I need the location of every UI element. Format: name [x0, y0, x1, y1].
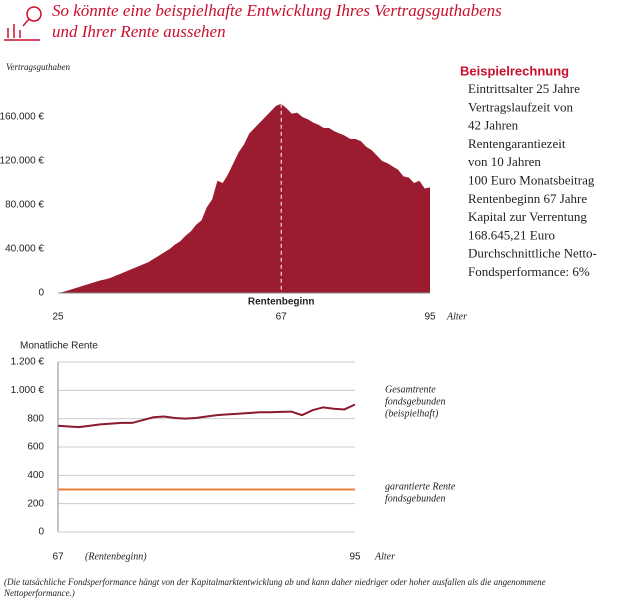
- annotation: (Rentenbeginn): [85, 551, 147, 562]
- info-line: Vertragslaufzeit von: [468, 99, 574, 114]
- y-tick-label: 0: [38, 288, 44, 299]
- y-tick-label: 800: [27, 413, 44, 424]
- info-line: 168.645,21 Euro: [468, 227, 555, 242]
- info-line: Rentenbeginn 67 Jahre: [468, 191, 587, 206]
- legend-label: fondsgebunden: [385, 493, 446, 504]
- y-tick-label: 200: [27, 498, 44, 509]
- legend-label: Gesamtrente: [385, 384, 436, 395]
- y-tick-label: 400: [27, 470, 44, 481]
- y-tick-label: 160.000 €: [0, 112, 44, 123]
- x-tick-label: 95: [349, 552, 361, 563]
- info-heading: Beispielrechnung: [460, 63, 569, 78]
- footnote: Nettoperformance.): [3, 588, 75, 598]
- info-line: von 10 Jahren: [468, 154, 541, 169]
- title: und Ihrer Rente aussehen: [52, 22, 226, 41]
- area: [58, 103, 430, 293]
- info-line: 100 Euro Monatsbeitrag: [468, 172, 595, 187]
- y-tick-label: 1.000 €: [11, 385, 45, 396]
- info-line: Eintrittsalter 25 Jahre: [468, 81, 580, 96]
- y-tick-label: 120.000 €: [0, 156, 44, 167]
- info-line: Rentengarantiezeit: [468, 136, 566, 151]
- x-tick-label: 67: [276, 312, 288, 323]
- x-tick-label: 95: [424, 312, 436, 323]
- y-tick-label: 80.000 €: [5, 200, 44, 211]
- y-tick-label: 1.200 €: [11, 357, 45, 368]
- legend-label: fondsgebunden: [385, 396, 446, 407]
- info-line: Fondsperformance: 6%: [468, 264, 590, 279]
- y-axis-label: Vertragsguthaben: [6, 62, 70, 72]
- x-axis-label: Alter: [446, 311, 467, 322]
- x-tick-label: 25: [52, 312, 64, 323]
- info-line: 42 Jahren: [468, 118, 519, 133]
- legend-label: garantierte Rente: [385, 481, 456, 492]
- y-axis-label: Monatliche Rente: [20, 341, 98, 352]
- x-axis-label: Alter: [374, 551, 395, 562]
- y-tick-label: 0: [38, 527, 44, 538]
- y-tick-label: 600: [27, 442, 44, 453]
- annotation: Rentenbeginn: [248, 297, 315, 308]
- info-line: Kapital zur Verrentung: [468, 209, 587, 224]
- icon: [4, 6, 42, 41]
- y-tick-label: 40.000 €: [5, 244, 44, 255]
- legend-label: (beispielhaft): [385, 408, 439, 419]
- line: [57, 403, 356, 429]
- info-line: Durchschnittliche Netto-: [468, 246, 597, 261]
- title: So könnte eine beispielhafte Entwicklung…: [52, 1, 502, 20]
- x-tick-label: 67: [52, 552, 64, 563]
- footnote: (Die tatsächliche Fondsperformance hängt…: [4, 577, 546, 587]
